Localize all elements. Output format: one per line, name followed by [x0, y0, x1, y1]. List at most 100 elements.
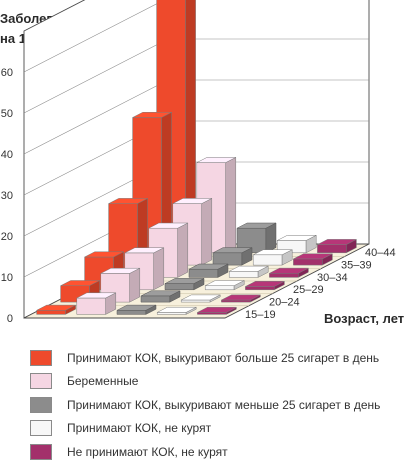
legend-swatch [30, 349, 52, 366]
bar-front-face [245, 286, 275, 291]
bar-side-face [201, 197, 213, 266]
bar-front-face [180, 299, 211, 303]
bar-front-face [164, 283, 195, 291]
bar [228, 265, 269, 278]
bar-top-face [84, 251, 124, 258]
chart-area: Заболеваемость, на 100 000 0102030405060… [0, 0, 405, 326]
bar-top-face [317, 239, 357, 245]
y-tick-label: 60 [1, 67, 13, 79]
bar-side-face [225, 156, 237, 254]
bar-front-face [204, 285, 235, 291]
legend-item-no-kok-no-smoking: Не принимают КОК, не курят [30, 441, 410, 462]
bar-top-face [196, 157, 236, 163]
bar-front-face [188, 268, 219, 278]
bar [245, 280, 285, 291]
bar-top-face [277, 235, 317, 241]
legend-label: Беременные [67, 374, 139, 389]
y-tick-label: 30 [1, 190, 13, 202]
bar-front-face [76, 297, 106, 315]
bar [221, 294, 261, 303]
bar-top-face [229, 265, 269, 272]
bar-top-face [293, 253, 333, 260]
legend-item-kok-light-smoking: Принимают КОК, выкуривают меньше 25 сига… [30, 394, 410, 415]
bar-side-face [153, 247, 165, 291]
bar-front-face [140, 295, 171, 303]
x-tick-label: 40–44 [365, 247, 396, 259]
bar [197, 306, 237, 315]
bar-front-face [228, 271, 259, 278]
bar [236, 222, 277, 254]
x-tick-label: 20–24 [269, 297, 300, 309]
bar [188, 263, 229, 278]
bars [36, 0, 357, 315]
bar-top-face [60, 280, 100, 286]
bar-top-face [108, 198, 148, 204]
bar [164, 277, 205, 291]
bar-top-face [236, 222, 277, 229]
bar-top-face [148, 222, 188, 229]
bar-side-face [129, 267, 141, 303]
legend-item-kok-heavy-smoking: Принимают КОК, выкуривают больше 25 сига… [30, 347, 410, 368]
bar-top-face [197, 306, 237, 313]
bar [156, 306, 197, 315]
bar-top-face [188, 263, 229, 270]
legend-swatch [30, 373, 52, 390]
bar-front-face [317, 244, 347, 254]
bar [252, 249, 293, 266]
chart-plot: 0 10 20 30 40 50 60 15–1920–2425–2930–3435–3940… [1, 0, 396, 325]
bar [140, 290, 181, 303]
bar-top-face [157, 306, 197, 313]
bar [180, 294, 221, 303]
bar-top-face [212, 247, 253, 254]
y-tick-labels: 0 10 20 30 40 50 60 [1, 67, 13, 325]
bar [116, 304, 157, 315]
bar-front-face [269, 273, 299, 278]
y-tick-label: 10 [1, 272, 13, 284]
bar-front-face [156, 312, 187, 315]
x-tick-label: 25–29 [293, 284, 324, 296]
x-tick-label: 35–39 [341, 260, 372, 272]
bar [269, 267, 309, 278]
x-axis-title: Возраст, лет [324, 311, 405, 326]
bar [212, 247, 253, 266]
bar [317, 238, 357, 254]
x-tick-label: 30–34 [317, 272, 348, 284]
bar-front-face [293, 258, 323, 266]
legend-item-pregnant: Беременные [30, 371, 410, 392]
bar-top-face [132, 112, 172, 118]
bar [76, 292, 117, 315]
y-tick-label: 50 [1, 108, 13, 120]
bar-top-face [181, 294, 221, 301]
bar-front-face [212, 252, 243, 266]
bar-top-face [172, 198, 212, 204]
bar-top-face [253, 249, 293, 256]
x-tick-label: 15–19 [245, 309, 276, 321]
legend-swatch [30, 420, 52, 437]
bar-top-face [205, 280, 245, 286]
bar-top-face [100, 267, 140, 274]
legend-swatch [30, 443, 52, 460]
bar-top-face [36, 304, 76, 311]
bar-top-face [124, 247, 164, 254]
bar-front-face [197, 312, 227, 315]
bar-top-face [116, 304, 157, 311]
legend-label: Принимают КОК, выкуривают больше 25 сига… [67, 350, 380, 365]
y-tick-label: 40 [1, 149, 13, 161]
bar-side-face [177, 222, 189, 278]
y-tick-label: 20 [1, 231, 13, 243]
bar [204, 280, 245, 291]
bar [293, 253, 333, 266]
bar-top-face [76, 292, 116, 299]
legend-label: Не принимают КОК, не курят [67, 444, 228, 459]
bar [36, 304, 76, 315]
legend-label: Принимают КОК, выкуривают меньше 25 сига… [67, 397, 381, 412]
bar-top-face [269, 267, 309, 274]
bar-top-face [140, 290, 181, 297]
bar-front-face [221, 299, 251, 303]
legend-label: Принимают КОК, не курят [67, 421, 212, 436]
bar-front-face [36, 310, 66, 315]
bar-top-face [245, 281, 285, 287]
y-tick-label: 0 [7, 313, 13, 325]
legend-swatch [30, 396, 52, 413]
